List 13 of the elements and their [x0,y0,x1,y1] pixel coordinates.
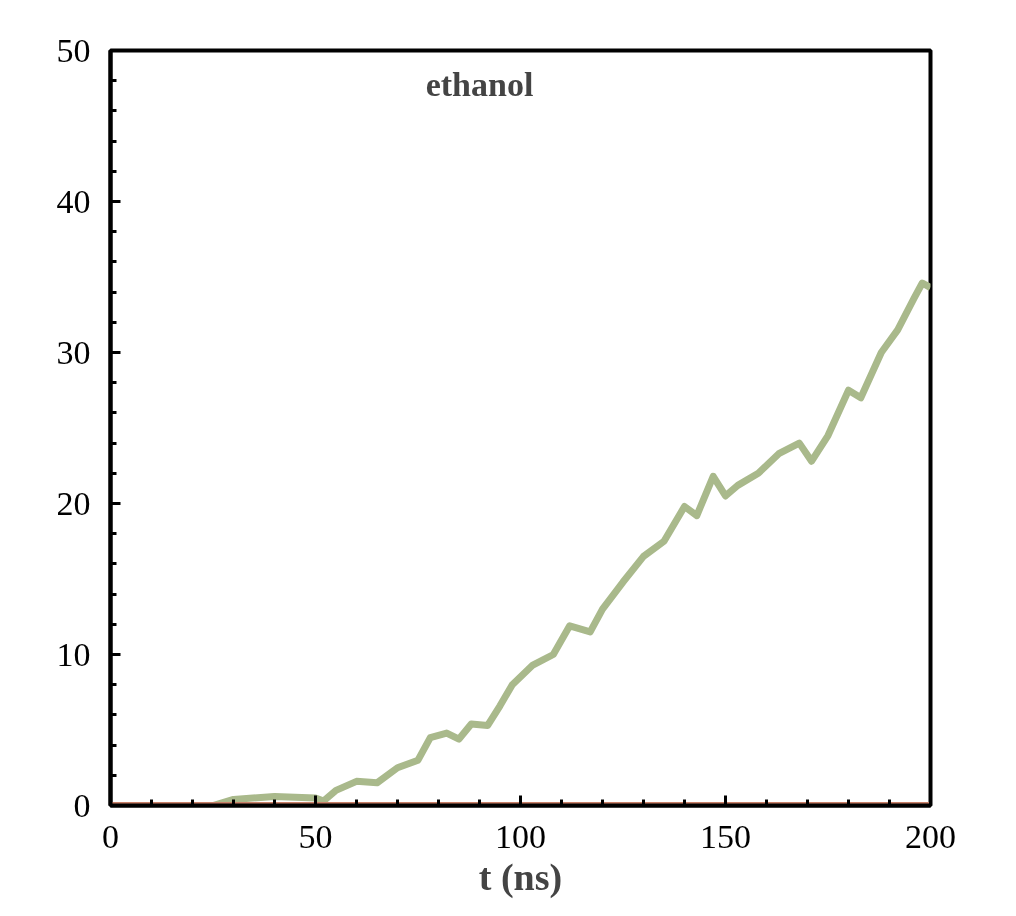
x-tick-label: 50 [298,817,333,855]
x-tick-label: 200 [905,817,956,855]
y-tick-label: 50 [56,31,91,69]
y-tick-label: 0 [73,786,91,824]
y-tick-label: 40 [56,182,91,220]
y-tick-label: 20 [56,484,91,522]
y-tick-label: 30 [56,333,91,371]
x-tick-label: 0 [102,817,119,855]
x-axis-title: t (ns) [478,855,563,899]
y-tick-label: 10 [56,635,91,673]
x-tick-label: 100 [495,817,546,855]
annotation: ethanol [425,66,534,104]
x-tick-label: 150 [700,817,751,855]
